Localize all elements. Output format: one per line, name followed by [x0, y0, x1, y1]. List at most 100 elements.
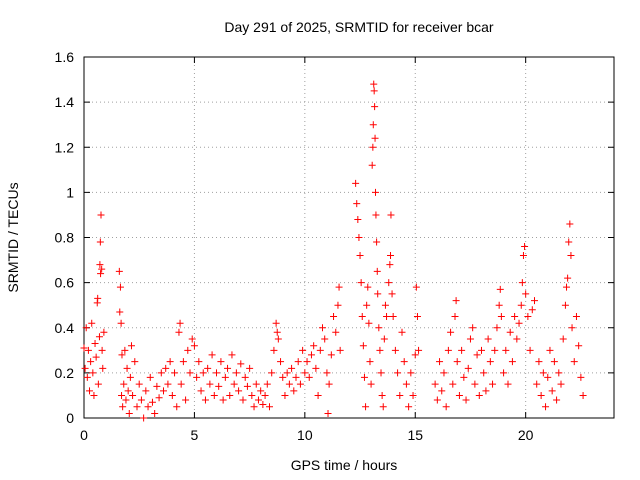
data-point [407, 369, 415, 377]
data-point [366, 358, 374, 366]
data-point [517, 301, 525, 309]
data-point [491, 346, 499, 354]
data-point [232, 369, 240, 377]
data-point [254, 396, 262, 404]
data-point [131, 358, 139, 366]
data-point [221, 373, 229, 381]
data-point [572, 312, 580, 320]
data-point [294, 358, 302, 366]
data-point [453, 358, 461, 366]
y-axis-label: SRMTID / TECUs [5, 182, 21, 292]
data-point [396, 391, 404, 399]
data-point [81, 364, 89, 372]
data-point [80, 344, 88, 352]
data-point [358, 312, 366, 320]
data-point [241, 373, 249, 381]
data-point [371, 103, 379, 111]
data-point [555, 369, 563, 377]
data-point [94, 294, 102, 302]
y-tick-label: 1.2 [55, 139, 75, 155]
data-point [122, 396, 130, 404]
data-point [179, 358, 187, 366]
data-point [268, 369, 276, 377]
data-point [336, 346, 344, 354]
data-point [373, 267, 381, 275]
data-point [224, 364, 232, 372]
data-point [199, 369, 207, 377]
data-point [561, 301, 569, 309]
data-point [493, 324, 501, 332]
data-point [135, 380, 143, 388]
data-point [394, 369, 402, 377]
data-point [371, 134, 379, 142]
data-point [433, 396, 441, 404]
data-point [330, 312, 338, 320]
data-point [89, 369, 97, 377]
data-point [120, 380, 128, 388]
data-point [153, 382, 161, 390]
data-point [177, 380, 185, 388]
data-point [90, 391, 98, 399]
data-point [415, 346, 423, 354]
data-point [323, 369, 331, 377]
data-point [321, 335, 329, 343]
data-point [383, 312, 391, 320]
data-point [539, 369, 547, 377]
data-point [436, 358, 444, 366]
x-tick-label: 10 [297, 427, 313, 443]
data-point [438, 387, 446, 395]
data-point [524, 312, 532, 320]
data-point [319, 324, 326, 332]
data-point [115, 267, 123, 275]
data-point [137, 396, 145, 404]
data-point [388, 290, 396, 298]
data-point [464, 364, 472, 372]
data-point [288, 364, 296, 372]
data-point [462, 396, 470, 404]
data-point [307, 351, 315, 359]
data-point [144, 403, 152, 411]
data-point [325, 380, 333, 388]
data-point [303, 358, 311, 366]
data-point [544, 373, 552, 381]
data-point [310, 342, 318, 350]
data-point [360, 373, 368, 381]
data-point [550, 358, 558, 366]
data-point [380, 335, 388, 343]
data-point [497, 312, 505, 320]
data-point [257, 387, 265, 395]
data-point [370, 80, 378, 88]
data-point [398, 328, 406, 336]
data-point [98, 265, 106, 273]
data-point [356, 252, 364, 260]
data-point [171, 369, 179, 377]
data-point [376, 346, 384, 354]
data-point [444, 346, 452, 354]
data-point [175, 328, 183, 336]
data-point [378, 391, 386, 399]
data-point [261, 391, 269, 399]
data-point [484, 335, 492, 343]
data-point [387, 211, 395, 219]
data-point [182, 396, 190, 404]
data-point [557, 380, 565, 388]
data-point [324, 409, 332, 417]
data-point [248, 391, 256, 399]
data-point [97, 270, 105, 278]
data-point [559, 335, 567, 343]
data-point [162, 364, 170, 372]
data-point [91, 340, 99, 348]
data-point [217, 358, 225, 366]
data-point [126, 373, 134, 381]
data-point [335, 283, 343, 291]
data-point [117, 319, 125, 327]
data-point [372, 188, 379, 196]
data-point [299, 346, 307, 354]
y-tick-label: 0 [66, 410, 74, 426]
data-point [447, 328, 455, 336]
data-point [146, 373, 154, 381]
data-point [563, 283, 571, 291]
data-point [97, 211, 105, 219]
data-point [553, 396, 561, 404]
